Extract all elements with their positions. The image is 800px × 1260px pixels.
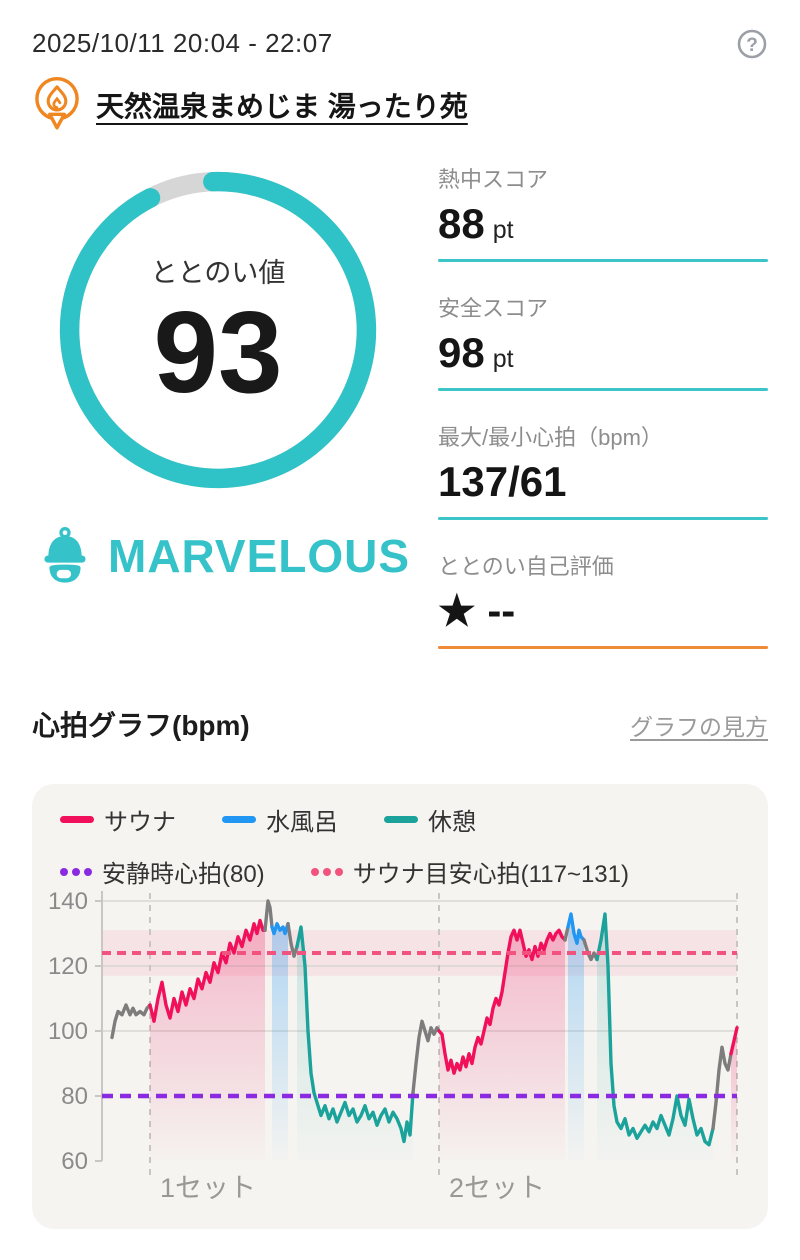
- stat-underline: [438, 388, 768, 391]
- legend-item-target-hr: サウナ目安心拍(117~131): [310, 854, 629, 889]
- legend-swatch-target-hr: [310, 867, 343, 876]
- stat-max-min-heart-rate: 最大/最小心拍（bpm） 137/61: [438, 420, 768, 520]
- gauge-label: ととのい値: [150, 257, 286, 288]
- legend-item-resting-hr: 安静時心拍(80): [60, 854, 265, 889]
- legend-swatch-rest: [384, 816, 418, 823]
- stat-unit: pt: [492, 345, 514, 373]
- stat-underline: [438, 259, 768, 262]
- stat-underline: [438, 646, 768, 649]
- gauge-center: ととのい値 93: [44, 156, 392, 504]
- graph-help-link[interactable]: グラフの見方: [630, 708, 768, 742]
- gauge-block: ととのい値 93 MARVELOUS: [32, 156, 438, 678]
- legend-label: 水風呂: [266, 809, 338, 836]
- stat-label: 安全スコア: [438, 296, 549, 321]
- stat-safety-score: 安全スコア 98 pt: [438, 291, 768, 391]
- legend-item-rest: 休憩: [384, 802, 476, 837]
- legend-label: 休憩: [428, 809, 476, 836]
- svg-text:1セット: 1セット: [160, 1173, 256, 1203]
- stat-underline: [438, 517, 768, 520]
- legend-swatch-resting-hr: [60, 867, 92, 876]
- stat-self-rating: ととのい自己評価 ★ --: [438, 549, 768, 649]
- legend-swatch-sauna: [60, 816, 94, 823]
- venue-link[interactable]: 天然温泉まめじま 湯ったり苑: [32, 76, 768, 134]
- summary-section: ととのい値 93 MARVELOUS 熱中スコア 88: [32, 156, 768, 678]
- svg-text:100: 100: [48, 1018, 88, 1045]
- stat-label: 最大/最小心拍（bpm）: [438, 425, 663, 450]
- stats-column: 熱中スコア 88 pt 安全スコア 98 pt 最大/最小心拍（bpm） 137…: [438, 156, 768, 678]
- legend-swatch-coldbath: [222, 816, 256, 823]
- stat-label: ととのい自己評価: [438, 554, 614, 579]
- legend-label: サウナ: [104, 809, 176, 836]
- stat-unit: pt: [492, 216, 514, 244]
- chart-legend: サウナ 水風呂 休憩 安静時心拍(80) サウナ目安心拍(1: [60, 802, 629, 889]
- svg-text:60: 60: [61, 1148, 88, 1175]
- legend-label: サウナ目安心拍(117~131): [352, 861, 629, 888]
- legend-item-sauna: サウナ: [60, 802, 176, 837]
- gauge-ring: [59, 171, 377, 489]
- chart-section-header: 心拍グラフ(bpm) グラフの見方: [32, 704, 768, 744]
- svg-text:?: ?: [746, 35, 758, 56]
- stat-value: ★ --: [438, 587, 516, 634]
- rating-label: MARVELOUS: [108, 530, 411, 582]
- legend-item-coldbath: 水風呂: [222, 802, 338, 837]
- svg-text:120: 120: [48, 953, 88, 980]
- session-datetime: 2025/10/11 20:04 - 22:07: [32, 28, 333, 58]
- stat-value: 88: [438, 200, 485, 247]
- svg-text:80: 80: [61, 1083, 88, 1110]
- stat-label: 熱中スコア: [438, 167, 549, 192]
- question-icon: ?: [737, 29, 767, 59]
- rating-row: MARVELOUS: [38, 526, 438, 586]
- header: 2025/10/11 20:04 - 22:07 ?: [32, 28, 768, 60]
- heart-rate-chart: 140 120 100 80 60 1セット 2セット: [48, 888, 739, 1203]
- stat-value: 98: [438, 329, 485, 376]
- totonoi-gauge: ととのい値 93: [44, 156, 392, 504]
- chart-section-title: 心拍グラフ(bpm): [32, 710, 250, 741]
- stat-value: 137/61: [438, 458, 567, 505]
- legend-label: 安静時心拍(80): [102, 861, 265, 888]
- svg-text:140: 140: [48, 888, 88, 915]
- stat-heat-score: 熱中スコア 88 pt: [438, 162, 768, 262]
- help-button[interactable]: ?: [736, 28, 768, 60]
- sauna-hat-icon: [44, 527, 86, 583]
- gauge-progress-arc: [59, 171, 377, 489]
- sauna-spot-pin-icon: [35, 76, 79, 130]
- venue-name: 天然温泉まめじま 湯ったり苑: [96, 91, 468, 122]
- heart-rate-chart-card: サウナ 水風呂 休憩 安静時心拍(80) サウナ目安心拍(1: [32, 784, 768, 1229]
- svg-text:2セット: 2セット: [449, 1173, 545, 1203]
- gauge-value: 93: [153, 286, 283, 417]
